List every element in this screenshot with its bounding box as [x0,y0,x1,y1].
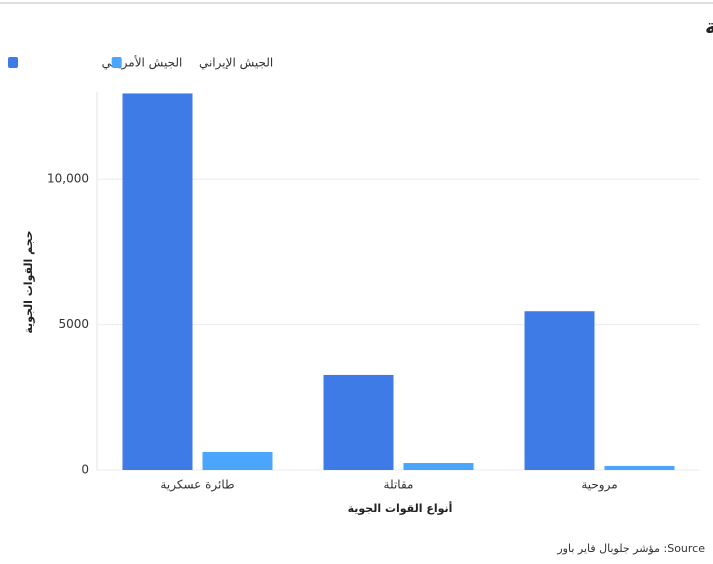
y-axis-title: حجم القوات الجوية [22,230,35,333]
y-tick-label: 5000 [58,317,89,331]
x-tick-label: مروحية [581,478,617,493]
bar [122,93,193,470]
bar [202,451,273,470]
bar [403,463,474,470]
x-axis-title: أنواع القوات الجوية [348,501,453,515]
bar [323,374,394,470]
legend-swatch [111,57,122,68]
x-tick-label: مقاتلة [384,478,414,492]
y-tick-label: 10,000 [47,172,89,186]
legend-label: الجيش الإيراني [199,56,273,71]
legend-label: الجيش الأمريكي [102,55,183,71]
bar [524,311,595,470]
source: Source: مؤشر جلوبال فاير باور [556,542,705,555]
y-tick-label: 0 [81,463,89,477]
bar [604,465,675,470]
x-tick-label: طائرة عسكرية [160,478,234,493]
chart-title: مقارنة بين القوات الجوية الأمريكية والإي… [705,14,713,39]
legend-swatch [8,57,18,68]
